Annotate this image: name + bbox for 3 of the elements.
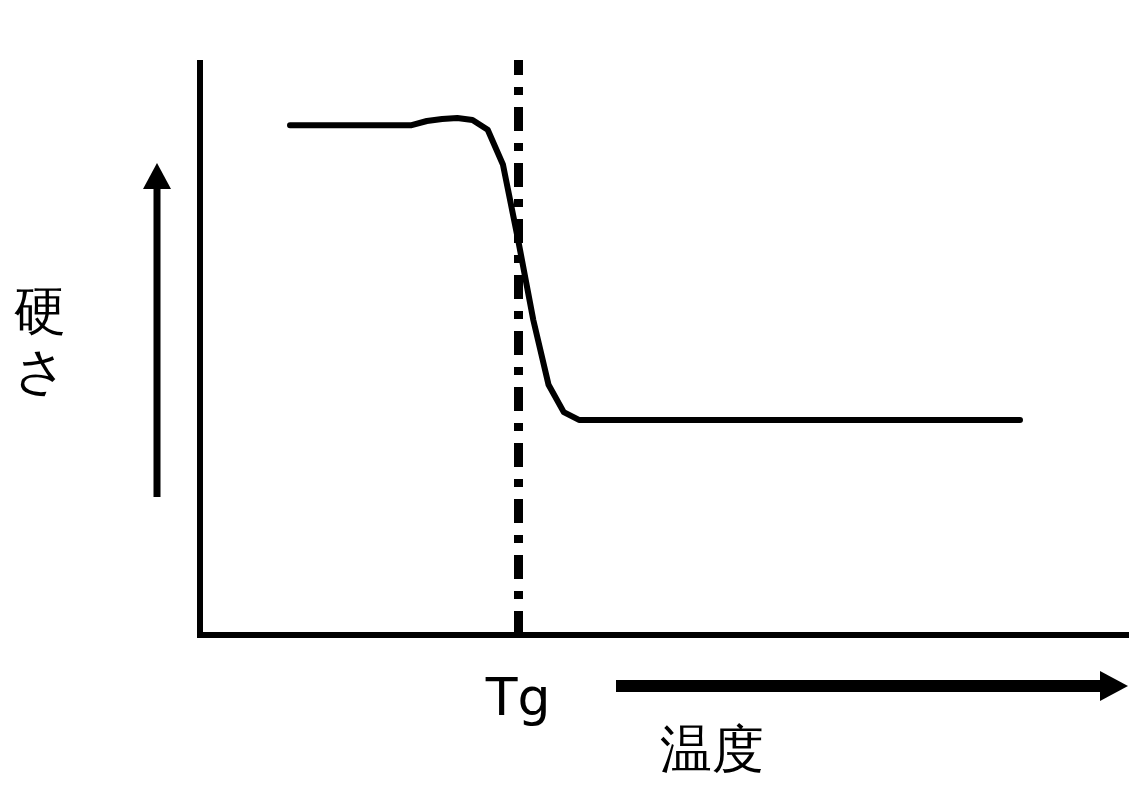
y-axis-title: 硬さ [14,281,68,402]
text: Tg [484,667,551,727]
x-axis-title: 温度 [660,718,764,781]
